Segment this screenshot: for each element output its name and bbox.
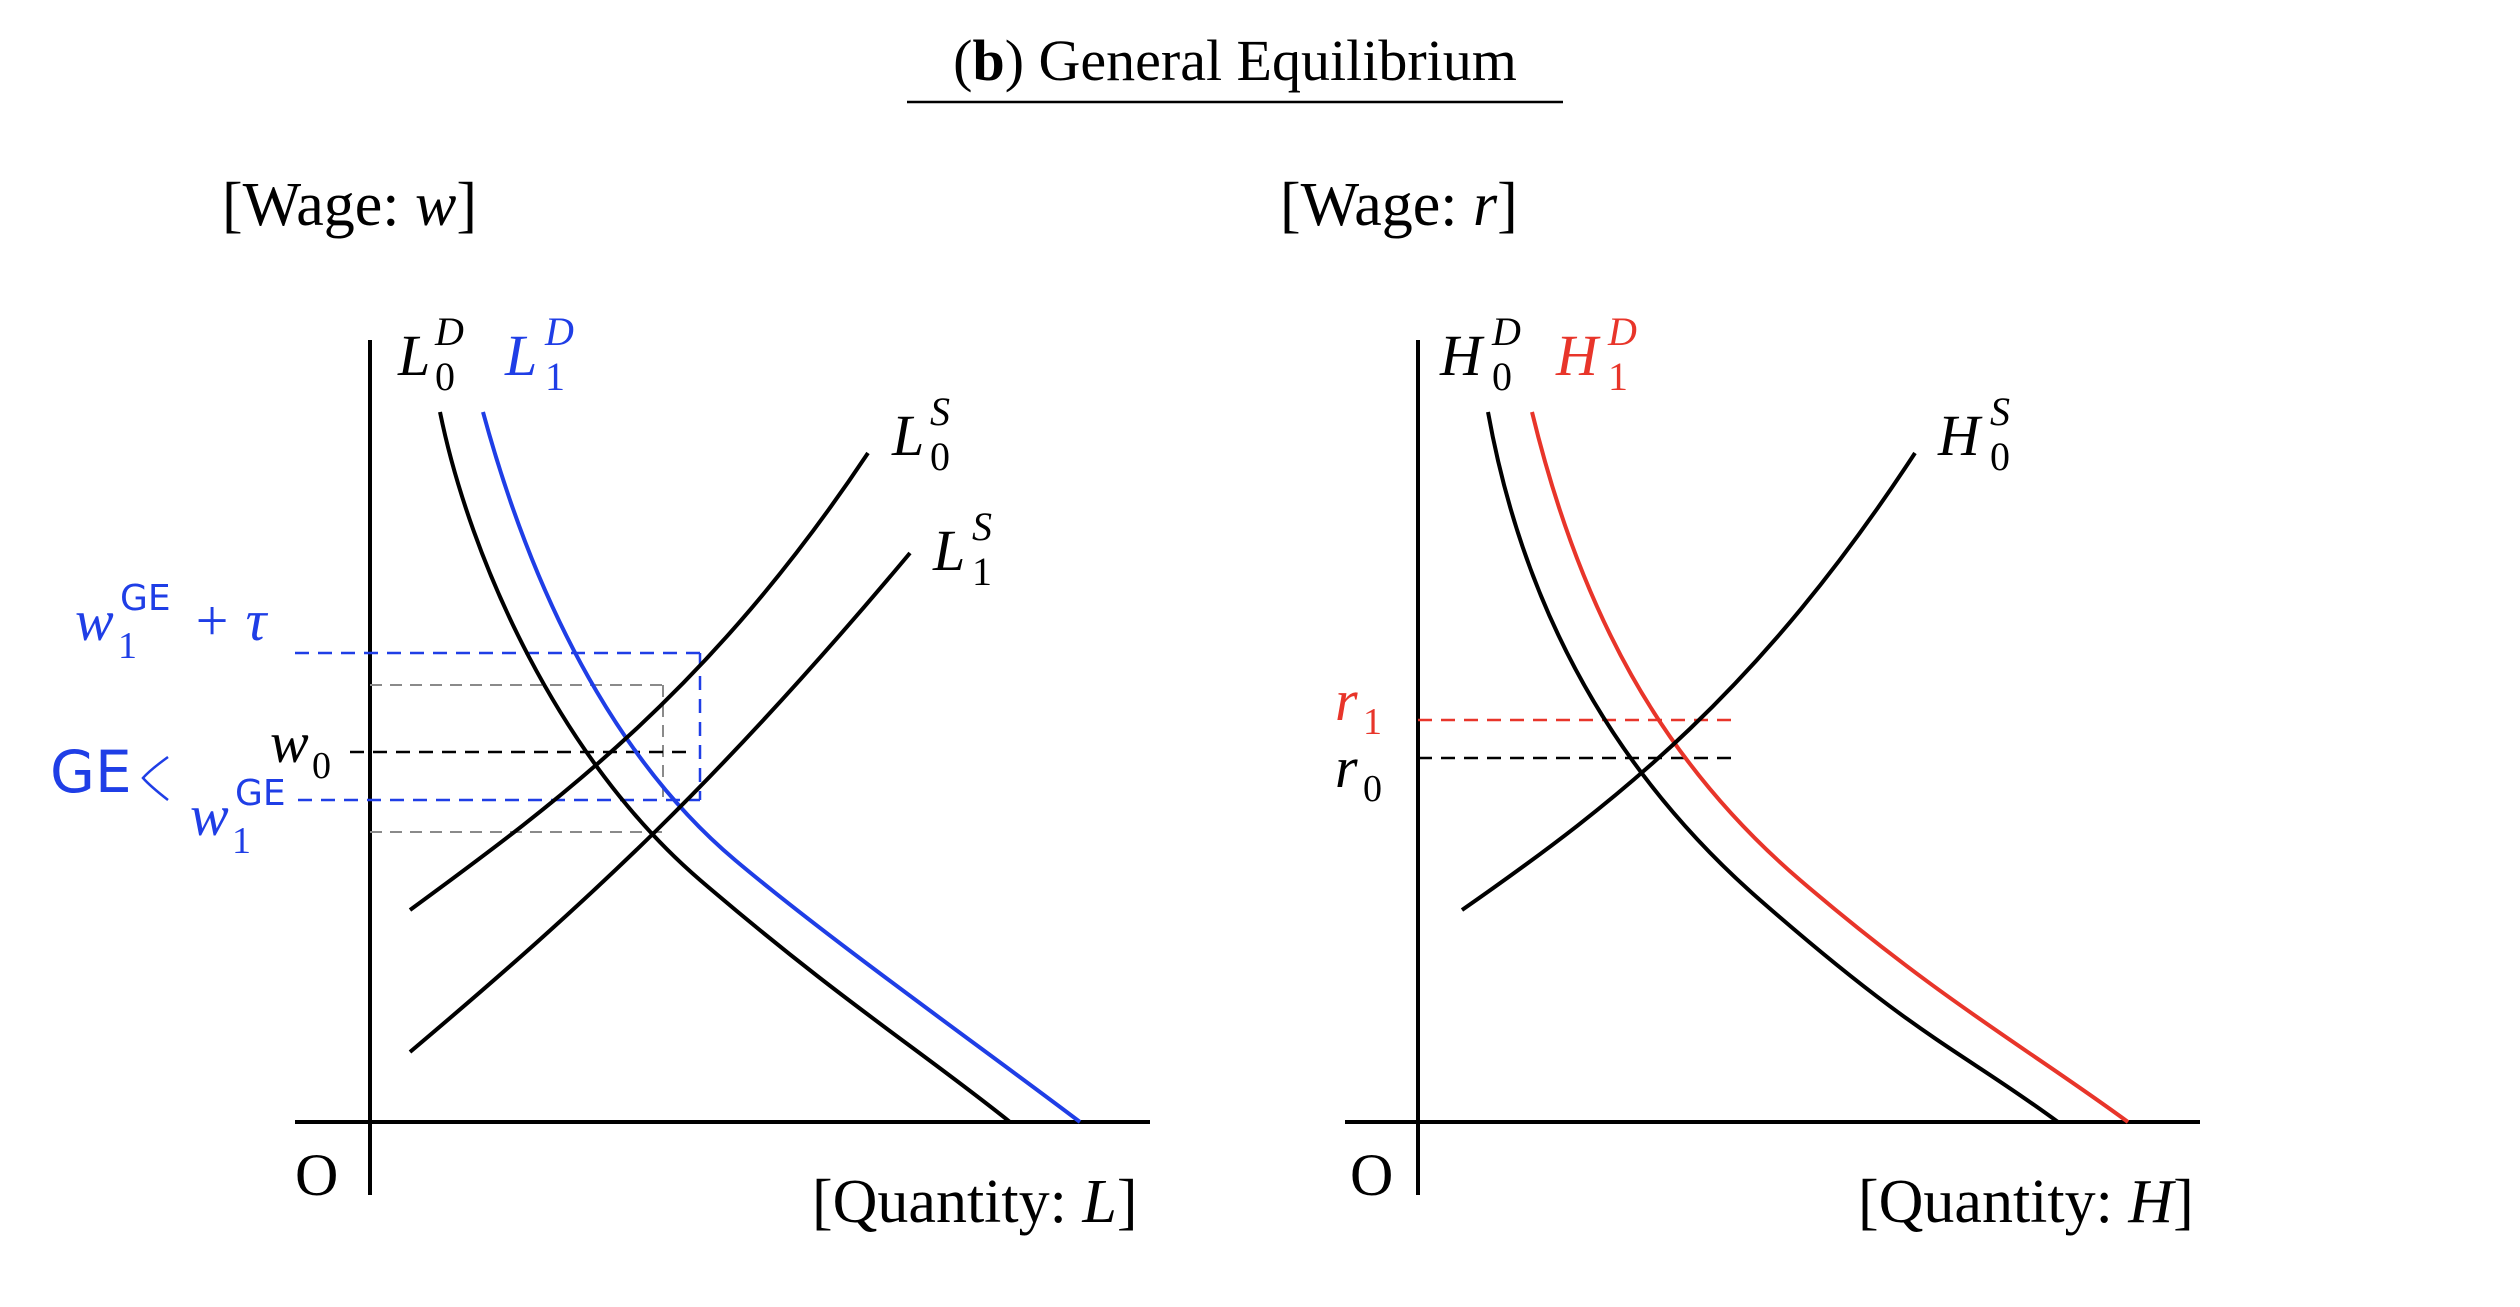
svg-text:S: S [930, 389, 950, 434]
GE-label: GE [50, 738, 132, 806]
L1D-label: L D 1 [504, 309, 574, 399]
hc-origin-label: O [1350, 1142, 1393, 1208]
H0S-label: H S 0 [1937, 389, 2010, 479]
svg-text:D: D [434, 309, 464, 354]
svg-text:GE: GE [235, 773, 286, 814]
svg-text:0: 0 [1990, 434, 2010, 479]
svg-text:L: L [932, 518, 965, 583]
svg-text:H: H [1555, 323, 1601, 388]
svg-text:w: w [75, 588, 114, 653]
hc-y-axis-label: [Wage: r] [1280, 171, 1518, 239]
svg-text:S: S [1990, 389, 2010, 434]
L0S-label: L S 0 [891, 389, 950, 479]
svg-text:w: w [190, 783, 229, 848]
L1S-curve [408, 551, 912, 1054]
hc-x-axis-label: [Quantity: H] [1858, 1168, 2194, 1236]
svg-text:+ τ: + τ [192, 588, 269, 653]
H0S-curve [1460, 451, 1917, 912]
svg-text:1: 1 [972, 549, 992, 594]
svg-text:1: 1 [545, 354, 565, 399]
svg-text:H: H [1439, 323, 1485, 388]
labor-x-axis-label: [Quantity: L] [812, 1168, 1137, 1236]
human-capital-panel: [Wage: r] [Quantity: H] O H D 0 H D 1 H … [1280, 171, 2200, 1236]
svg-text:1: 1 [1363, 701, 1382, 743]
svg-text:r: r [1335, 668, 1358, 733]
svg-text:1: 1 [118, 625, 137, 667]
L1D-curve [481, 411, 1082, 1124]
svg-text:D: D [544, 309, 574, 354]
H1D-curve [1530, 411, 2130, 1124]
svg-text:1: 1 [1608, 354, 1628, 399]
svg-text:H: H [1937, 403, 1983, 468]
H1D-label: H D 1 [1555, 309, 1637, 399]
L0D-label: L D 0 [397, 309, 464, 399]
svg-text:r: r [1335, 735, 1358, 800]
w0-label: w 0 [270, 710, 331, 787]
L1S-label: L S 1 [932, 504, 992, 594]
svg-text:0: 0 [312, 745, 331, 787]
svg-text:GE: GE [120, 578, 171, 619]
L0S-curve [408, 451, 870, 912]
figure-title: (b) General Equilibrium [907, 28, 1563, 104]
svg-text:0: 0 [930, 434, 950, 479]
svg-text:0: 0 [1492, 354, 1512, 399]
title-text: ) General Equilibrium [1005, 28, 1517, 93]
GE-brace [141, 755, 169, 801]
title-bold-letter: b [972, 28, 1004, 93]
svg-text:S: S [972, 504, 992, 549]
svg-text:1: 1 [232, 820, 251, 862]
svg-text:L: L [397, 323, 430, 388]
H0D-curve [1486, 411, 2060, 1124]
w1GE-plus-tau-label: w GE 1 + τ [75, 578, 269, 667]
svg-text:D: D [1607, 309, 1637, 354]
svg-text:0: 0 [435, 354, 455, 399]
title-prefix: ( [953, 28, 972, 93]
svg-text:D: D [1491, 309, 1521, 354]
r0-label: r 0 [1335, 735, 1382, 810]
svg-text:w: w [270, 710, 309, 775]
labor-y-axis-label: [Wage: w] [222, 171, 477, 239]
GE-bracket: GE [50, 738, 169, 806]
labor-origin-label: O [295, 1142, 338, 1208]
r1-label: r 1 [1335, 668, 1382, 743]
labor-guide-lines [295, 651, 702, 833]
svg-text:L: L [891, 403, 924, 468]
labor-market-panel: [Wage: w] [Quantity: L] O L D 0 L D 1 [50, 171, 1150, 1236]
w1GE-label: w GE 1 [190, 773, 286, 862]
svg-text:(b) General Equilibrium: (b) General Equilibrium [953, 28, 1517, 93]
svg-text:0: 0 [1363, 768, 1382, 810]
L0D-curve [438, 411, 1012, 1124]
H0D-label: H D 0 [1439, 309, 1521, 399]
svg-text:L: L [504, 323, 537, 388]
